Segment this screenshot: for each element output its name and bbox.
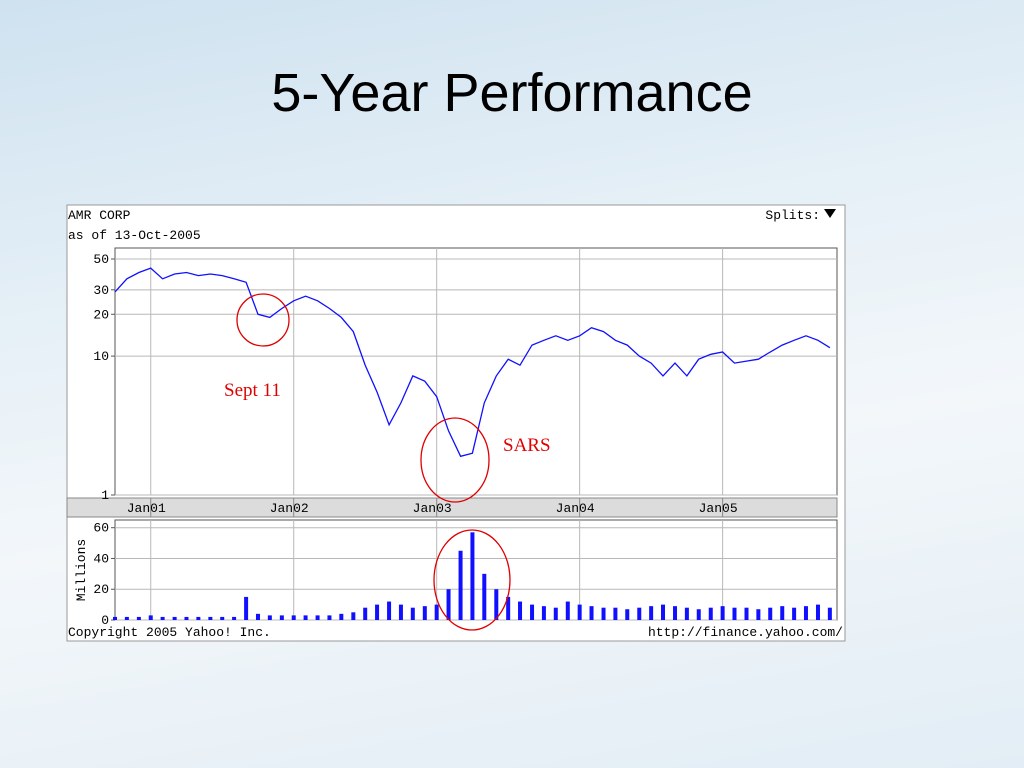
volume-bar [363,607,368,620]
volume-bar [184,616,189,620]
volume-bar [255,613,260,620]
y-tick-label: 60 [93,521,109,536]
volume-bar [637,607,642,620]
price-line [114,267,831,458]
volume-bar [434,604,439,620]
sept11-circle [236,293,290,347]
volume-bar [744,607,749,620]
volume-bar [196,616,201,620]
volume-bar [470,532,475,620]
volume-bar [160,616,165,620]
volume-bar [232,616,237,620]
volume-bar [732,607,737,620]
y-tick-label: 20 [93,582,109,597]
y-tick-label: 1 [101,488,109,503]
volume-bar [124,616,129,620]
y-tick-label: 50 [93,252,109,267]
y-tick-label: 40 [93,551,109,566]
volume-bar [565,601,570,620]
volume-axis-label: Millions [74,539,89,601]
volume-bar [708,607,713,620]
volume-bar [661,604,666,620]
volume-bar [589,606,594,620]
volume-bar [291,615,296,620]
volume-bar [530,604,535,620]
volume-bar [398,604,403,620]
volume-bar [279,615,284,620]
volume-bar [351,612,356,620]
volume-bar [541,606,546,620]
volume-bar [506,596,511,620]
volume-bar [756,609,761,620]
copyright: Copyright 2005 Yahoo! Inc. [68,625,271,640]
volume-bar [815,604,820,620]
y-tick-label: 10 [93,349,109,364]
chart-subtitle: as of 13-Oct-2005 [68,228,201,243]
volume-bar [601,607,606,620]
volume-bar [577,604,582,620]
x-tick-label: Jan02 [270,501,309,516]
chart-title: AMR CORP [68,208,131,223]
volume-bar [410,607,415,620]
splits-arrow[interactable] [824,209,836,218]
volume-bar [780,606,785,620]
volume-bar [494,589,499,620]
volume-bar [244,596,249,620]
volume-bar [422,606,427,620]
annotation: Sept 11 [224,380,281,401]
volume-bar [339,613,344,620]
volume-bar [315,615,320,620]
volume-bar [625,609,630,620]
y-tick-label: 0 [101,613,109,628]
volume-bar [387,601,392,620]
volume-bar [553,607,558,620]
slide-title: 5-Year Performance [271,63,753,123]
volume-bar [792,607,797,620]
volume-bar [482,573,487,620]
annotation: SARS [503,435,551,456]
volume-bar [458,550,463,620]
splits-label[interactable]: Splits: [765,208,820,223]
volume-bar [720,606,725,620]
x-tick-label: Jan05 [699,501,738,516]
volume-bar [136,616,141,620]
volume-bar [172,616,177,620]
volume-bar [220,616,225,620]
volume-bar [375,604,380,620]
y-tick-label: 20 [93,307,109,322]
volume-bar [768,607,773,620]
sars-volume-circle [433,529,511,631]
volume-bar [696,609,701,620]
date-band [66,497,838,518]
x-tick-label: Jan04 [556,501,595,516]
volume-bar [518,601,523,620]
source-url: http://finance.yahoo.com/ [648,625,843,640]
x-tick-label: Jan03 [413,501,452,516]
volume-bar [113,616,117,620]
volume-bar [803,606,808,620]
volume-bar [148,615,153,620]
chart-frame [66,204,846,642]
volume-bar [446,589,451,620]
volume-bar [327,615,332,620]
volume-bar [613,607,618,620]
volume-bar [827,607,832,620]
volume-bar [684,607,689,620]
sars-price-circle [420,417,490,503]
volume-bar [649,606,654,620]
volume-bar [208,616,213,620]
x-tick-label: Jan01 [127,501,166,516]
volume-bar [673,606,678,620]
volume-bar [267,615,272,620]
y-tick-label: 30 [93,283,109,298]
volume-bar [303,615,308,620]
